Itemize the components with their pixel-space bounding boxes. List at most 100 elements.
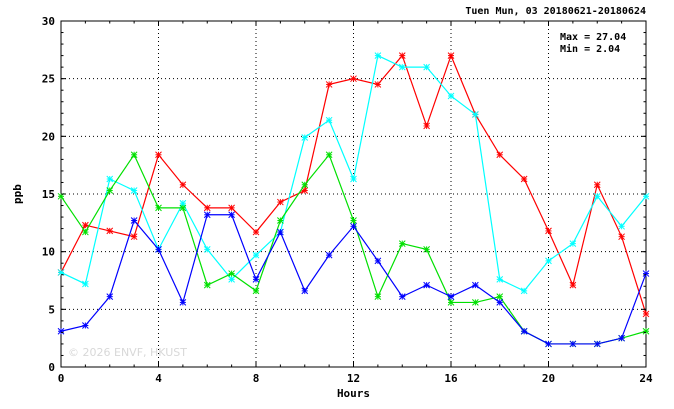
data-point bbox=[398, 240, 406, 247]
data-point bbox=[398, 293, 406, 301]
data-point bbox=[82, 280, 89, 288]
data-point bbox=[106, 175, 114, 183]
data-point bbox=[520, 175, 528, 183]
data-point bbox=[130, 217, 138, 224]
series-line bbox=[60, 53, 647, 315]
data-point bbox=[569, 340, 577, 348]
x-tick-label: 16 bbox=[444, 372, 458, 385]
data-point bbox=[228, 275, 235, 283]
data-point bbox=[423, 122, 430, 130]
data-point bbox=[496, 293, 504, 301]
data-point bbox=[203, 281, 211, 289]
data-point bbox=[130, 233, 138, 241]
data-point bbox=[106, 227, 114, 235]
data-point bbox=[496, 299, 504, 306]
data-point bbox=[203, 204, 211, 212]
data-point bbox=[520, 327, 528, 335]
y-tick-label: 0 bbox=[48, 361, 55, 374]
data-point bbox=[545, 340, 552, 348]
data-point bbox=[106, 293, 114, 301]
data-point bbox=[155, 204, 162, 212]
data-point bbox=[618, 222, 625, 230]
data-point bbox=[277, 217, 284, 224]
data-point bbox=[130, 187, 138, 194]
data-point bbox=[423, 63, 430, 71]
x-axis-label: Hours bbox=[337, 387, 370, 400]
data-point bbox=[374, 52, 382, 59]
data-point bbox=[179, 204, 187, 212]
series-layer bbox=[57, 52, 650, 348]
data-point bbox=[593, 340, 601, 348]
data-point bbox=[228, 211, 235, 219]
x-tick-label: 20 bbox=[542, 372, 555, 385]
data-point bbox=[374, 293, 382, 301]
data-point bbox=[325, 116, 333, 124]
data-point bbox=[642, 327, 650, 335]
x-tick-label: 24 bbox=[639, 372, 653, 385]
data-point bbox=[447, 299, 455, 306]
data-point bbox=[423, 281, 430, 289]
data-point bbox=[472, 281, 479, 289]
data-point bbox=[252, 287, 260, 295]
data-point bbox=[350, 217, 357, 224]
data-point bbox=[447, 293, 455, 301]
data-point bbox=[130, 151, 138, 159]
data-point bbox=[203, 246, 211, 253]
data-point bbox=[398, 63, 406, 71]
data-point bbox=[496, 151, 504, 159]
series-4 bbox=[57, 211, 650, 348]
data-point bbox=[252, 228, 260, 236]
data-point bbox=[447, 52, 455, 59]
data-point bbox=[423, 246, 430, 253]
x-tick-label: 4 bbox=[155, 372, 162, 385]
x-tick-label: 12 bbox=[347, 372, 360, 385]
watermark: © 2026 ENVF, HKUST bbox=[68, 346, 187, 359]
y-tick-label: 20 bbox=[42, 130, 55, 143]
y-tick-label: 10 bbox=[42, 246, 55, 259]
data-point bbox=[618, 334, 625, 342]
data-point bbox=[350, 75, 357, 83]
x-tick-label: 0 bbox=[58, 372, 65, 385]
data-point bbox=[228, 204, 235, 212]
data-point bbox=[447, 92, 455, 100]
data-point bbox=[325, 81, 333, 88]
data-point bbox=[642, 310, 650, 318]
x-axis: 0 4 8 12 16 20 24 bbox=[58, 21, 653, 385]
data-point bbox=[179, 299, 187, 306]
data-point bbox=[350, 222, 357, 230]
data-point bbox=[277, 198, 284, 206]
min-value-label: Min = 2.04 bbox=[560, 43, 620, 55]
data-point bbox=[155, 246, 162, 253]
data-point bbox=[545, 257, 552, 265]
data-point bbox=[228, 270, 235, 277]
data-point bbox=[252, 251, 260, 259]
data-point bbox=[203, 211, 211, 219]
data-point bbox=[374, 257, 382, 265]
data-point bbox=[350, 175, 357, 183]
data-point bbox=[325, 251, 333, 259]
chart-title: Tuen Mun, 03 20180621-20180624 bbox=[465, 6, 646, 17]
data-point bbox=[277, 228, 284, 236]
data-point bbox=[82, 221, 89, 229]
data-point bbox=[593, 192, 601, 200]
data-point bbox=[593, 181, 601, 189]
series-line bbox=[60, 214, 647, 345]
y-tick-label: 25 bbox=[42, 73, 55, 86]
data-point bbox=[106, 187, 114, 194]
data-point bbox=[472, 299, 479, 306]
y-tick-label: 5 bbox=[48, 303, 55, 316]
data-point bbox=[82, 228, 89, 236]
data-point bbox=[301, 287, 309, 295]
data-point bbox=[155, 151, 162, 159]
x-tick-label: 8 bbox=[253, 372, 260, 385]
series-1 bbox=[57, 52, 650, 318]
data-point bbox=[472, 111, 479, 118]
data-point bbox=[179, 181, 187, 189]
y-tick-label: 30 bbox=[42, 15, 55, 28]
data-point bbox=[301, 134, 309, 141]
data-point bbox=[618, 233, 625, 241]
y-axis-label: ppb bbox=[11, 184, 24, 204]
data-point bbox=[301, 181, 309, 189]
max-value-label: Max = 27.04 bbox=[560, 32, 626, 43]
